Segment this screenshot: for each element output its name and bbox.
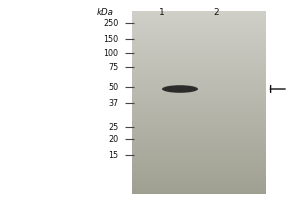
Text: 250: 250 [103, 19, 118, 27]
Text: 15: 15 [108, 151, 118, 160]
Text: 37: 37 [108, 98, 118, 108]
Text: 2: 2 [213, 8, 219, 17]
Text: 75: 75 [108, 62, 118, 72]
Text: 1: 1 [159, 8, 165, 17]
Text: 20: 20 [108, 134, 118, 144]
Text: 100: 100 [103, 48, 118, 58]
Text: kDa: kDa [97, 8, 114, 17]
Ellipse shape [162, 85, 198, 93]
Text: 150: 150 [103, 34, 118, 44]
Text: 25: 25 [108, 122, 118, 132]
Text: 50: 50 [108, 83, 118, 92]
